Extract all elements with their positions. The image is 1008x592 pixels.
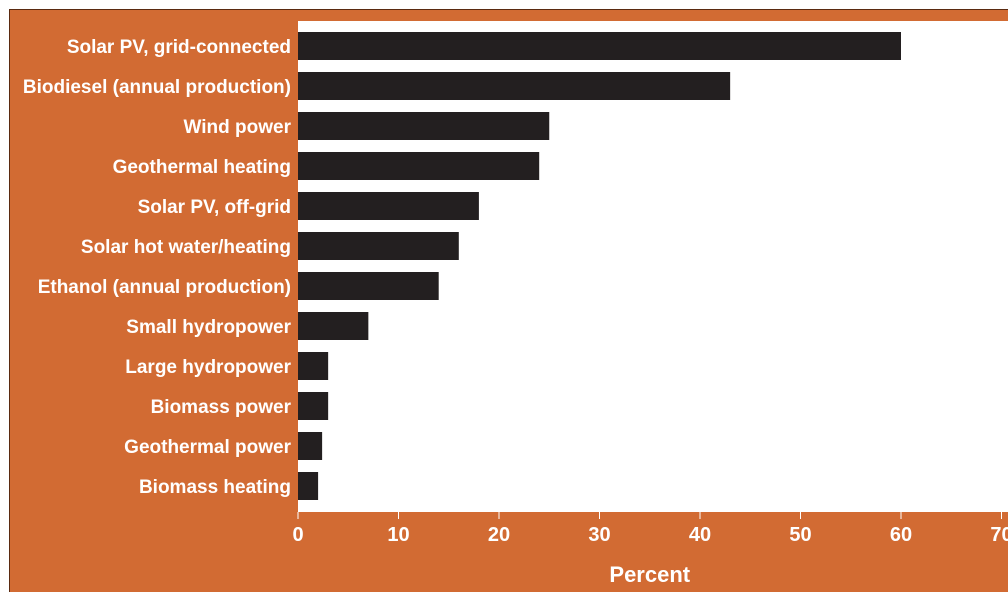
category-label-2: Biodiesel (annual production)	[23, 77, 291, 98]
bars-group	[298, 32, 901, 500]
bar-4	[298, 152, 540, 180]
x-tick-label-10: 10	[387, 524, 409, 546]
category-label-4: Geothermal heating	[113, 157, 291, 178]
bar-10	[298, 392, 329, 420]
category-label-9: Large hydropower	[125, 357, 291, 378]
x-tick-label-50: 50	[789, 524, 811, 546]
category-label-8: Small hydropower	[126, 317, 291, 338]
bar-12	[298, 472, 319, 500]
category-labels: Solar PV, grid-connected Biodiesel (annua…	[23, 37, 292, 498]
category-label-6: Solar hot water/heating	[81, 237, 291, 258]
category-label-7: Ethanol (annual production)	[38, 277, 291, 298]
category-label-11: Geothermal power	[124, 437, 291, 458]
x-axis-ticks	[297, 512, 1002, 519]
category-label-12: Biomass heating	[139, 477, 291, 498]
bar-2	[298, 72, 731, 100]
bar-9	[298, 352, 329, 380]
category-label-10: Biomass power	[151, 397, 292, 418]
x-axis-tick-labels: 0 10 20 30 40 50 60 70	[292, 524, 1008, 546]
x-tick-label-70: 70	[990, 524, 1008, 546]
x-tick-label-30: 30	[588, 524, 610, 546]
bar-1	[298, 32, 901, 60]
category-label-1: Solar PV, grid-connected	[67, 37, 291, 58]
bar-11	[298, 432, 323, 460]
x-tick-label-0: 0	[292, 524, 303, 546]
category-label-3: Wind power	[184, 117, 292, 138]
x-axis-title: Percent	[609, 562, 690, 587]
bar-3	[298, 112, 550, 140]
x-tick-label-40: 40	[689, 524, 711, 546]
bar-8	[298, 312, 369, 340]
category-label-5: Solar PV, off-grid	[138, 197, 291, 218]
bar-6	[298, 232, 459, 260]
plot-area	[298, 21, 1008, 512]
x-tick-label-60: 60	[890, 524, 912, 546]
bar-7	[298, 272, 439, 300]
x-tick-label-20: 20	[488, 524, 510, 546]
bar-5	[298, 192, 479, 220]
